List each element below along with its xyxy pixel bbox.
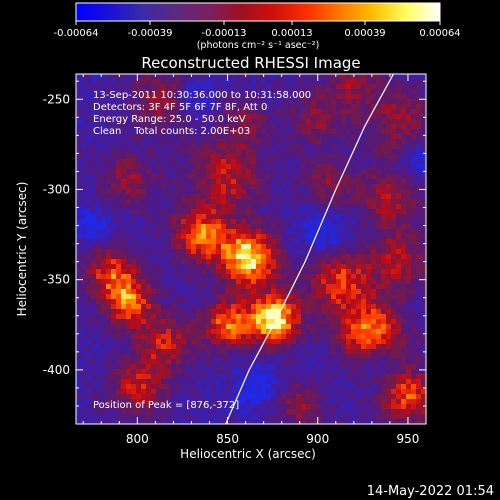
colorbar-tick-label: -0.00064	[54, 28, 99, 39]
x-tick-label: 950	[397, 432, 420, 446]
colorbar-tick-label: 0.00039	[344, 28, 385, 39]
colorbar-tick-label: 0.00013	[271, 28, 312, 39]
time-range-text: 13-Sep-2011 10:30:36.000 to 10:31:58.000	[93, 90, 311, 101]
chart-title: Reconstructed RHESSI Image	[141, 54, 360, 72]
colorbar: -0.00064 -0.00039 -0.00013 0.00013 0.00039 0.…	[54, 2, 461, 51]
y-tick-label: -400	[43, 363, 70, 377]
colorbar-gradient	[75, 2, 441, 22]
plot-area: 800 850 900 950 -250 -300 -350 -400	[43, 73, 427, 446]
colorbar-tick-label: -0.00039	[128, 28, 173, 39]
x-tick-label: 800	[126, 432, 149, 446]
colorbar-tick-label: -0.00013	[202, 28, 247, 39]
colorbar-tick-label: 0.00064	[419, 28, 460, 39]
x-tick-label: 900	[306, 432, 329, 446]
peak-position-text: Position of Peak = [876,-372]	[93, 400, 239, 411]
plot-frame	[75, 73, 427, 425]
image-annotations: 13-Sep-2011 10:30:36.000 to 10:31:58.000…	[93, 90, 311, 411]
axes: 800 850 900 950 -250 -300 -350 -400	[43, 74, 427, 446]
colorbar-ticks: -0.00064 -0.00039 -0.00013 0.00013 0.00039 0.…	[54, 21, 461, 39]
x-axis-label: Heliocentric X (arcsec)	[180, 447, 316, 461]
energy-range-text: Energy Range: 25.0 - 50.0 keV	[93, 114, 246, 125]
heatmap-image	[76, 74, 426, 424]
y-tick-label: -250	[43, 92, 70, 106]
x-tick-label: 850	[216, 432, 239, 446]
colorbar-units-label: (photons cm⁻² s⁻¹ asec⁻²)	[197, 40, 320, 51]
y-tick-label: -300	[43, 182, 70, 196]
solar-limb-curve	[225, 74, 395, 424]
y-axis-label: Heliocentric Y (arcsec)	[15, 182, 29, 317]
detectors-text: Detectors: 3F 4F 5F 6F 7F 8F, Att 0	[93, 102, 267, 113]
clean-counts-text: Clean Total counts: 2.00E+03	[93, 126, 250, 137]
y-tick-label: -350	[43, 273, 70, 287]
footer-date: 14-May-2022 01:54	[367, 484, 494, 499]
